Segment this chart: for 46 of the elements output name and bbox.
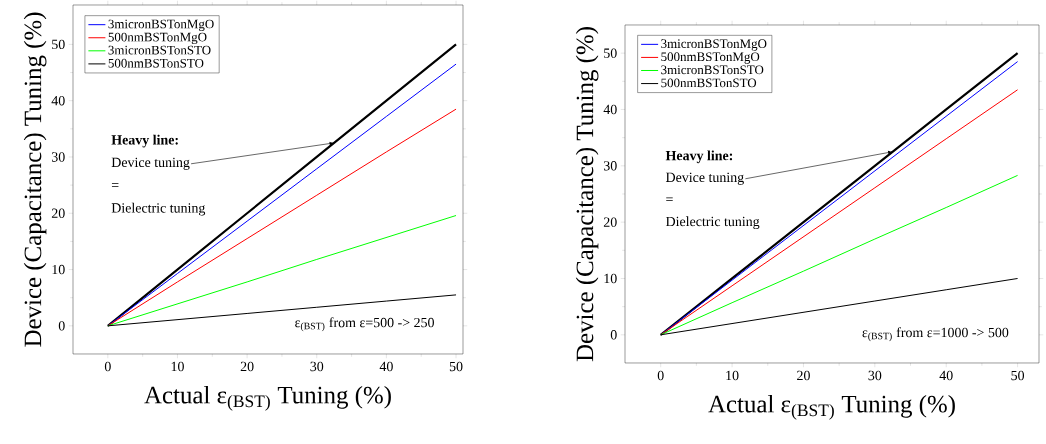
x-tick-label: 0 [657, 370, 664, 381]
x-tick-label: 20 [797, 370, 810, 381]
legend-label: 3micronBSTonSTO [108, 45, 211, 55]
y-tick-label: 50 [604, 48, 617, 58]
legend-label: 500nmBSTonSTO [108, 58, 204, 68]
x-axis-title: Actual ε$_{(BST)}$ Tuning (%) [708, 395, 955, 420]
y-tick-label: 20 [51, 208, 65, 218]
y-tick-label: 30 [603, 161, 617, 171]
annotation: Dielectric tuning [111, 202, 206, 216]
x-axis-title: Actual ε$_{(BST)}$ Tuning (%) [144, 386, 391, 411]
legend-label: 500nmBSTonMgO [108, 32, 207, 45]
y-tick-label: 10 [52, 264, 65, 275]
legend-label: 3micronBSTonMgO [661, 39, 767, 51]
annotation: Device tuning [111, 157, 190, 170]
legend-label: 500nmBSTonSTO [661, 78, 757, 88]
x-tick-label: 10 [726, 370, 739, 381]
annotation: Heavy line: [111, 134, 178, 148]
x-tick-label: 10 [171, 361, 184, 372]
x-tick-label: 40 [379, 361, 393, 372]
annotation: = [666, 197, 673, 202]
legend-label: 3micronBSTonMgO [108, 19, 214, 32]
y-tick-label: 30 [51, 152, 65, 162]
x-tick-label: 20 [240, 361, 254, 372]
y-tick-label: 10 [604, 273, 617, 284]
y-tick-label: 0 [58, 321, 65, 331]
x-tick-label: 50 [449, 361, 463, 372]
annotation: Device tuning [665, 172, 744, 185]
y-axis-title: Device (Capacitance) Tuning (%) [23, 12, 47, 347]
annotation: ε$_{(BST)}$ from ε=1000 -> 500 [862, 327, 1009, 342]
x-tick-label: 40 [939, 370, 953, 381]
x-tick-label: 0 [104, 361, 111, 372]
y-tick-label: 0 [610, 330, 617, 340]
annotation: ε$_{(BST)}$ from ε=500 -> 250 [295, 317, 434, 332]
x-tick-label: 50 [1011, 370, 1025, 381]
y-tick-label: 40 [51, 95, 65, 106]
annotation: = [111, 183, 119, 187]
y-axis-title: Device (Capacitance) Tuning (%) [575, 27, 599, 362]
x-tick-label: 30 [868, 370, 882, 381]
legend-label: 3micronBSTonSTO [661, 65, 764, 75]
x-tick-label: 30 [310, 361, 324, 372]
legend-label: 500nmBSTonMgO [661, 52, 760, 64]
annotation: Heavy line: [665, 150, 733, 164]
annotation: Dielectric tuning [665, 216, 760, 230]
y-tick-label: 40 [603, 104, 617, 115]
y-tick-label: 20 [603, 217, 617, 227]
y-tick-label: 50 [52, 39, 65, 50]
